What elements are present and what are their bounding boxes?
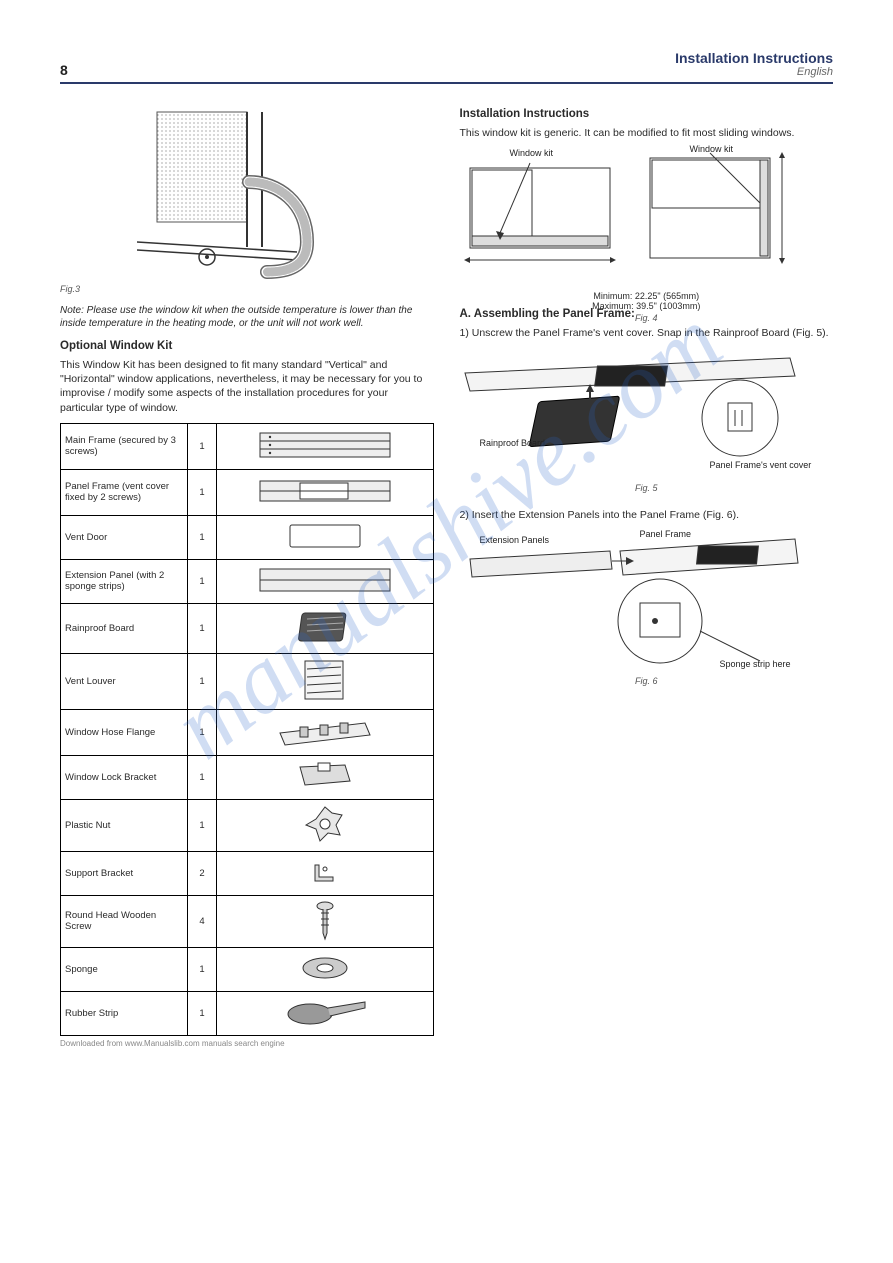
- fig4-max: Maximum: 39.5" (1003mm): [592, 301, 700, 311]
- part-image: [217, 991, 433, 1035]
- part-name: Window Lock Bracket: [61, 755, 188, 799]
- part-name: Vent Door: [61, 515, 188, 559]
- part-qty: 1: [187, 709, 217, 755]
- header-bar: 8 Installation Instructions English: [60, 50, 833, 84]
- page-root: 8 Installation Instructions English: [0, 0, 893, 1066]
- part-qty: 1: [187, 515, 217, 559]
- part-qty: 1: [187, 947, 217, 991]
- fig6-sponge-label: Sponge strip here: [720, 659, 791, 669]
- part-image: [217, 895, 433, 947]
- parts-row: Vent Louver1: [61, 653, 434, 709]
- figure-3-svg: [137, 102, 357, 282]
- part-qty: 1: [187, 603, 217, 653]
- parts-row: Rubber Strip1: [61, 991, 434, 1035]
- part-image: [217, 709, 433, 755]
- fig4-label-1: Window kit: [510, 148, 554, 158]
- part-name: Window Hose Flange: [61, 709, 188, 755]
- fig5-vent-label: Panel Frame's vent cover: [710, 460, 812, 470]
- part-image: [217, 851, 433, 895]
- part-name: Rainproof Board: [61, 603, 188, 653]
- figure-5-svg: [460, 348, 800, 478]
- part-image: [217, 755, 433, 799]
- part-name: Plastic Nut: [61, 799, 188, 851]
- optional-kit-title: Optional Window Kit: [60, 340, 434, 352]
- footer: Downloaded from www.Manualslib.com manua…: [60, 1039, 833, 1048]
- part-image: [217, 559, 433, 603]
- figure-4: Window kit Window kit Minimum: 22.25" (5…: [460, 148, 834, 298]
- header-title: Installation Instructions: [675, 50, 833, 66]
- temp-note: Note: Please use the window kit when the…: [60, 304, 434, 330]
- part-name: Sponge: [61, 947, 188, 991]
- part-qty: 1: [187, 653, 217, 709]
- parts-row: Round Head Wooden Screw4: [61, 895, 434, 947]
- part-name: Support Bracket: [61, 851, 188, 895]
- step-a-1: 1) Unscrew the Panel Frame's vent cover.…: [460, 326, 834, 340]
- header-right: Installation Instructions English: [675, 50, 833, 78]
- part-name: Rubber Strip: [61, 991, 188, 1035]
- part-qty: 1: [187, 799, 217, 851]
- left-column: Fig.3 Note: Please use the window kit wh…: [60, 98, 434, 1036]
- figure-6: Extension Panels Panel Frame Sponge stri…: [460, 531, 834, 691]
- fig4-min: Minimum: 22.25" (565mm): [593, 291, 699, 301]
- fig6-ext-label: Extension Panels: [480, 535, 550, 545]
- fig5-rain-label: Rainproof Board: [480, 438, 546, 448]
- columns: Fig.3 Note: Please use the window kit wh…: [60, 98, 833, 1036]
- part-image: [217, 947, 433, 991]
- part-image: [217, 603, 433, 653]
- parts-row: Panel Frame (vent cover fixed by 2 screw…: [61, 469, 434, 515]
- optional-kit-text: This Window Kit has been designed to fit…: [60, 358, 434, 415]
- part-image: [217, 653, 433, 709]
- parts-row: Plastic Nut1: [61, 799, 434, 851]
- part-qty: 1: [187, 423, 217, 469]
- figure-6-caption: Fig. 6: [460, 676, 834, 686]
- parts-table: Main Frame (secured by 3 screws)1Panel F…: [60, 423, 434, 1036]
- figure-3: Fig.3: [60, 102, 434, 294]
- figure-5-caption: Fig. 5: [460, 483, 834, 493]
- install-title: Installation Instructions: [460, 108, 834, 120]
- parts-row: Window Hose Flange1: [61, 709, 434, 755]
- step-a-2: 2) Insert the Extension Panels into the …: [460, 508, 834, 522]
- part-qty: 2: [187, 851, 217, 895]
- figure-4-caption: Fig. 4: [460, 313, 834, 323]
- figure-4-svg: [460, 148, 800, 288]
- fig6-pf-label: Panel Frame: [640, 529, 692, 539]
- figure-6-svg: [460, 531, 800, 671]
- figure-3-caption: Fig.3: [60, 284, 434, 294]
- parts-row: Sponge1: [61, 947, 434, 991]
- parts-row: Extension Panel (with 2 sponge strips)1: [61, 559, 434, 603]
- parts-row: Main Frame (secured by 3 screws)1: [61, 423, 434, 469]
- part-qty: 1: [187, 469, 217, 515]
- part-name: Main Frame (secured by 3 screws): [61, 423, 188, 469]
- parts-row: Vent Door1: [61, 515, 434, 559]
- parts-row: Support Bracket2: [61, 851, 434, 895]
- part-name: Extension Panel (with 2 sponge strips): [61, 559, 188, 603]
- parts-row: Rainproof Board1: [61, 603, 434, 653]
- fig4-dims: Minimum: 22.25" (565mm) Maximum: 39.5" (…: [460, 291, 834, 311]
- part-qty: 1: [187, 559, 217, 603]
- part-name: Vent Louver: [61, 653, 188, 709]
- part-qty: 1: [187, 991, 217, 1035]
- figure-5: Rainproof Board Panel Frame's vent cover…: [460, 348, 834, 498]
- part-image: [217, 515, 433, 559]
- fig4-label-2: Window kit: [690, 144, 734, 154]
- parts-row: Window Lock Bracket1: [61, 755, 434, 799]
- part-image: [217, 423, 433, 469]
- header-lang: English: [675, 66, 833, 78]
- part-name: Round Head Wooden Screw: [61, 895, 188, 947]
- install-intro: This window kit is generic. It can be mo…: [460, 126, 834, 140]
- page-number: 8: [60, 62, 68, 78]
- part-image: [217, 469, 433, 515]
- part-name: Panel Frame (vent cover fixed by 2 screw…: [61, 469, 188, 515]
- part-image: [217, 799, 433, 851]
- part-qty: 1: [187, 755, 217, 799]
- part-qty: 4: [187, 895, 217, 947]
- right-column: Installation Instructions This window ki…: [460, 98, 834, 1036]
